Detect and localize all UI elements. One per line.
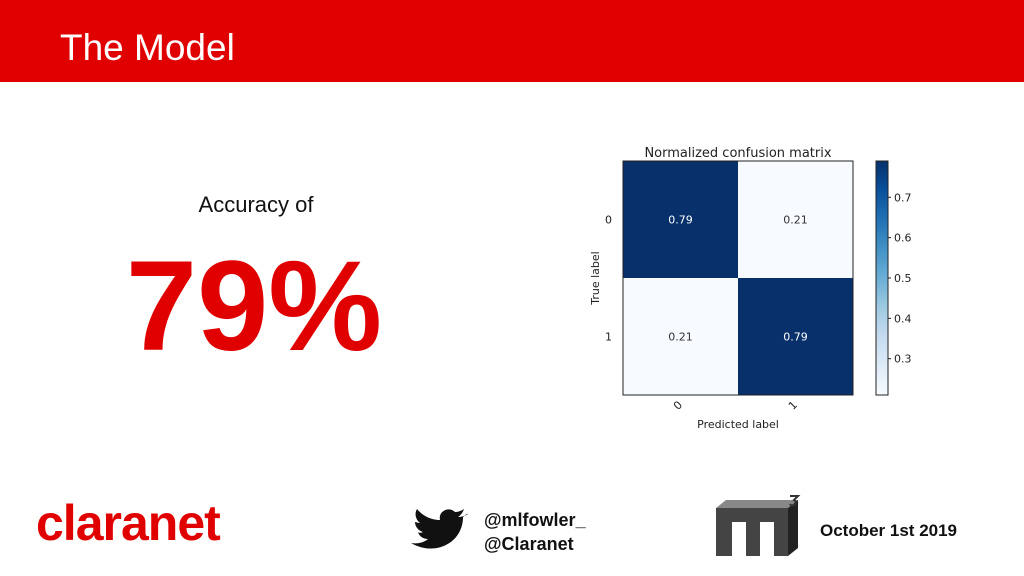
cell <box>623 278 738 395</box>
colorbar-tick-label: 0.3 <box>894 353 912 366</box>
slide-title: The Model <box>60 27 235 68</box>
colorbar <box>875 160 889 396</box>
accuracy-label: Accuracy of <box>199 192 315 217</box>
colorbar-tick-label: 0.5 <box>894 272 912 285</box>
y-tick-label: 0 <box>605 214 612 227</box>
cell-label: 0.79 <box>668 214 693 227</box>
x-tick-label: 0 <box>671 398 685 412</box>
accuracy-value: 79% <box>126 235 382 378</box>
header-band <box>0 0 1024 82</box>
chart-title: Normalized confusion matrix <box>644 146 831 161</box>
plot-frame <box>622 160 854 396</box>
date: October 1st 2019 <box>820 521 957 540</box>
colorbar-tick-label: 0.6 <box>894 232 912 245</box>
handle: @Claranet <box>484 534 574 554</box>
y-axis-label: True label <box>589 251 602 305</box>
handle: @mlfowler_ <box>484 510 587 530</box>
x-axis-label: Predicted label <box>697 418 779 431</box>
logo: claranet <box>36 495 221 551</box>
cell-label: 0.79 <box>783 331 808 344</box>
colorbar-tick-label: 0.7 <box>894 191 912 204</box>
cell <box>623 161 738 278</box>
cell-label: 0.21 <box>783 214 808 227</box>
y-tick-label: 1 <box>605 331 612 344</box>
x-tick-label: 1 <box>786 398 800 412</box>
twitter-icon <box>411 509 468 549</box>
m3-logo <box>716 495 801 556</box>
confusion-matrix: Normalized confusion matrix 0.79 0.21 0.21 0… <box>589 146 912 431</box>
colorbar-tick-label: 0.4 <box>894 312 912 325</box>
cell <box>738 278 853 395</box>
cell-label: 0.21 <box>668 331 693 344</box>
cell <box>738 161 853 278</box>
